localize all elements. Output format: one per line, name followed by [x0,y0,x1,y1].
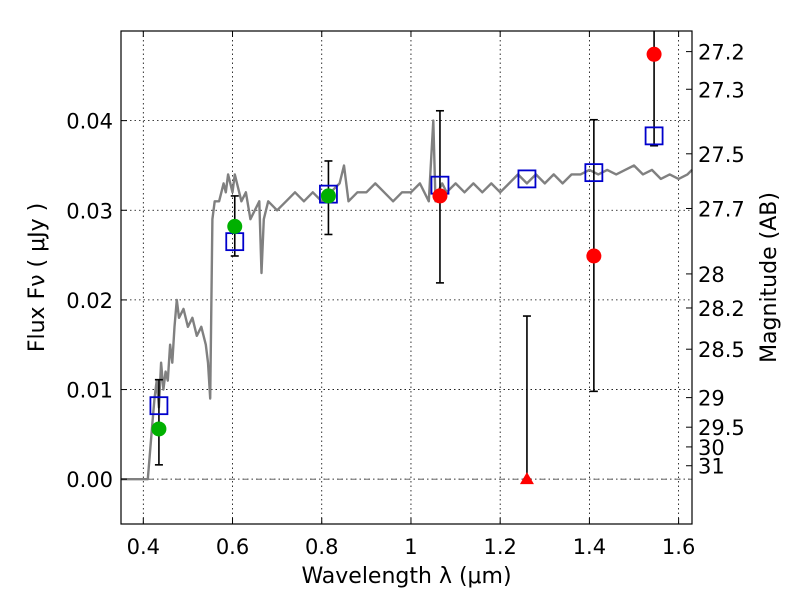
magnitude-tick-label: 29.5 [698,416,745,440]
magnitude-tick-label: 28 [698,263,725,287]
template-spectrum [121,119,693,481]
grid [121,31,692,524]
red-data-point [432,188,448,204]
spectrum-line [121,119,693,481]
x-axis-label: Wavelength λ (μm) [301,564,511,589]
model-square-marker [149,396,169,416]
x-tick-label: 0.8 [305,535,338,559]
magnitude-tick-label: 28.5 [698,338,745,362]
error-bars [154,31,659,480]
green-data-point [320,188,336,204]
magnitude-tick-label: 31 [698,455,725,479]
red-data-point [646,46,662,62]
green-data-point [151,421,167,437]
y-tick-label: 0.04 [66,110,113,134]
y-tick-label: 0.02 [66,289,113,313]
upper-limit-triangle [519,472,534,485]
model-square-marker [644,126,664,146]
y-axis-label: Flux Fν ( μJy ) [25,203,50,352]
x-tick-label: 1.6 [662,535,695,559]
magnitude-tick-label: 27.3 [698,78,745,102]
x-ticks: 0.4 0.6 0.8 1 1.2 1.4 1.6 [127,31,695,559]
red-data-point [586,248,602,264]
x-tick-label: 1 [404,535,417,559]
y-tick-label: 0.00 [66,468,113,492]
magnitude-tick-label: 27.5 [698,143,745,167]
y-tick-label: 0.01 [66,379,113,403]
x-tick-label: 0.4 [127,535,160,559]
magnitude-tick-label: 27.2 [698,41,745,65]
right-axis-label: Magnitude (AB) [757,192,782,363]
magnitude-tick-label: 29 [698,387,725,411]
model-square-marker [584,163,604,183]
y-ticks: 0.00 0.01 0.02 0.03 0.04 [66,110,127,492]
y-tick-label: 0.03 [66,199,113,223]
magnitude-tick-label: 27.7 [698,197,745,221]
model-points [149,126,664,416]
x-tick-label: 1.2 [483,535,516,559]
green-data-point [227,218,243,234]
x-tick-label: 1.4 [573,535,606,559]
observed-points [151,46,662,485]
x-tick-label: 0.6 [216,535,249,559]
magnitude-tick-label: 28.2 [698,297,745,321]
plot-frame [120,30,693,525]
magnitude-tick-label: 30 [698,436,725,460]
model-square-marker [517,169,537,189]
